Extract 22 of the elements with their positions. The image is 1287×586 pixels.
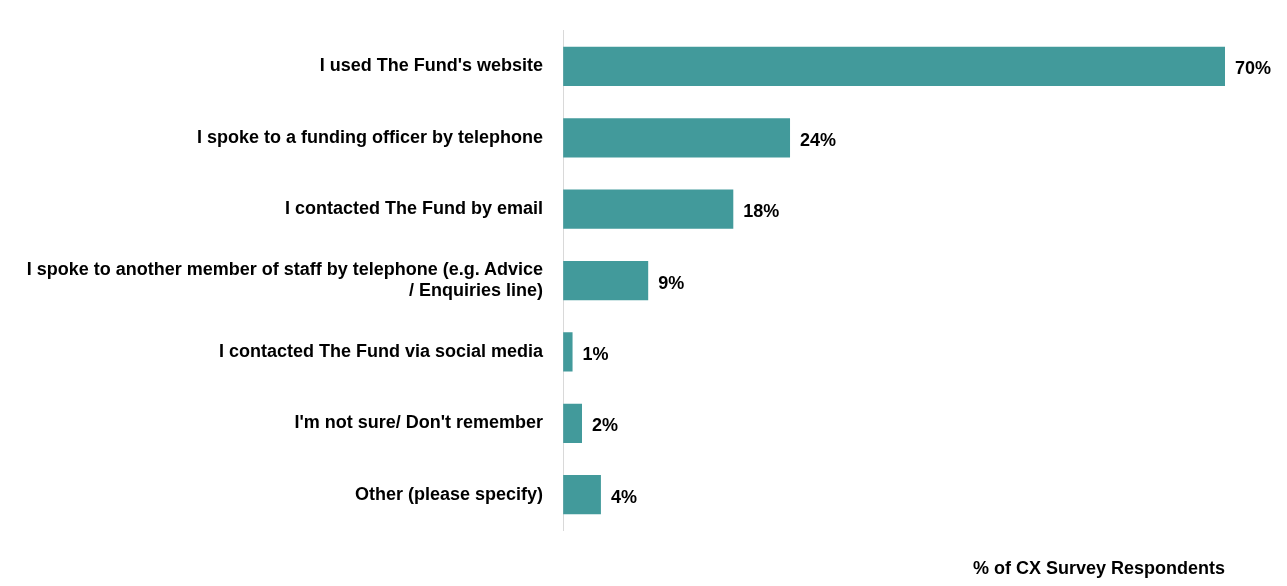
data-label: 9% [658, 272, 685, 293]
y-tick-label: I'm not sure/ Don't remember [294, 412, 544, 433]
y-tick-label: Other (please specify) [355, 483, 544, 504]
data-label: 24% [800, 129, 837, 150]
y-tick-label: I spoke to a funding officer by telephone [197, 126, 544, 147]
bar [563, 260, 649, 301]
data-label: 2% [592, 415, 619, 436]
bar [563, 403, 583, 443]
bar [563, 118, 791, 158]
data-label: 70% [1235, 58, 1272, 79]
bar [563, 189, 734, 229]
y-tick-label: I contacted The Fund by email [285, 198, 544, 219]
bar [563, 332, 573, 372]
x-axis-title: % of CX Survey Respondents [972, 558, 1225, 579]
y-tick-label: I used The Fund's website [319, 55, 544, 76]
bar [563, 46, 1225, 87]
y-tick-label: I contacted The Fund via social media [219, 340, 545, 361]
data-label: 4% [610, 486, 637, 507]
y-tick-label: I spoke to another member of staff by telephone (e.g. Advice / Enquiries line) [26, 258, 544, 301]
data-label: 1% [582, 343, 609, 364]
data-label: 18% [743, 201, 780, 222]
bar [563, 475, 601, 515]
